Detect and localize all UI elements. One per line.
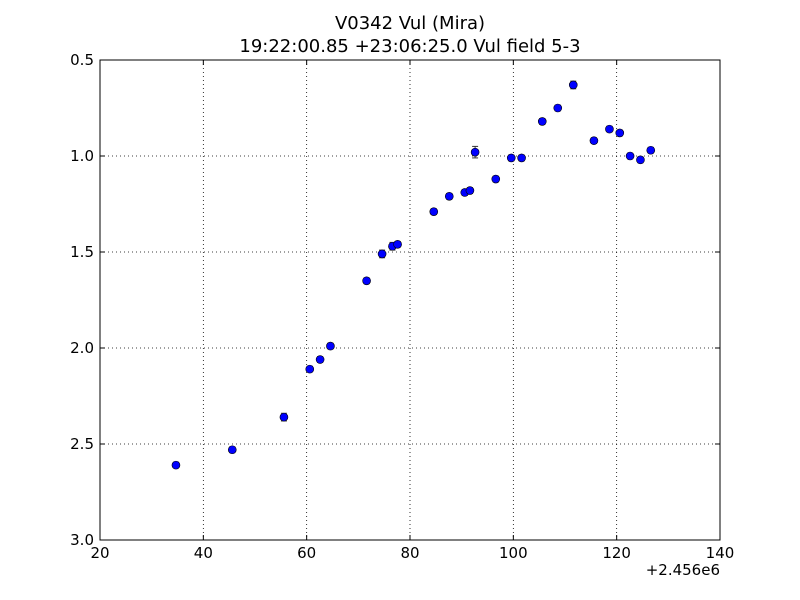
- data-point: [605, 124, 614, 134]
- data-point: [315, 355, 325, 364]
- data-point: [625, 151, 635, 161]
- x-axis: 20 40 60 80 100 120 140: [90, 60, 734, 562]
- data-point: [615, 128, 625, 138]
- x-tick-label: 80: [400, 544, 419, 562]
- data-point: [444, 192, 454, 201]
- data-point: [393, 240, 402, 249]
- y-tick-label: 1.5: [70, 243, 94, 261]
- data-point: [537, 117, 547, 126]
- data-point: [305, 364, 315, 374]
- data-point: [553, 103, 563, 113]
- data-point: [470, 147, 480, 157]
- grid-lines: [100, 60, 720, 540]
- data-point: [171, 460, 181, 470]
- y-axis: 0.5 1.0 1.5 2.0 2.5 3.0: [70, 51, 720, 549]
- x-tick-label: 140: [706, 544, 735, 562]
- x-tick-label: 60: [297, 544, 316, 562]
- y-tick-label: 1.0: [70, 147, 94, 165]
- data-point: [517, 153, 526, 163]
- data-point: [429, 207, 439, 216]
- chart-title: V0342 Vul (Mira): [335, 13, 485, 34]
- data-point: [506, 153, 516, 163]
- data-points: [171, 80, 656, 470]
- data-point: [377, 249, 387, 259]
- chart-subtitle: 19:22:00.85 +23:06:25.0 Vul field 5-3: [239, 36, 580, 57]
- data-point: [491, 174, 501, 184]
- data-point: [465, 186, 475, 195]
- y-tick-label: 0.5: [70, 51, 94, 69]
- x-tick-label: 40: [194, 544, 213, 562]
- x-tick-label: 100: [499, 544, 528, 562]
- y-tick-label: 2.5: [70, 435, 94, 453]
- data-point: [646, 145, 656, 155]
- x-axis-offset-label: +2.456e6: [646, 561, 720, 579]
- y-tick-label: 2.0: [70, 339, 94, 357]
- data-point: [227, 445, 237, 455]
- data-point: [279, 412, 289, 422]
- data-point: [589, 136, 599, 145]
- data-point: [362, 276, 371, 286]
- data-point: [326, 341, 335, 351]
- y-tick-label: 3.0: [70, 531, 94, 549]
- x-tick-label: 120: [602, 544, 631, 562]
- x-tick-label: 20: [90, 544, 109, 562]
- data-point: [636, 155, 645, 165]
- data-point: [568, 80, 578, 90]
